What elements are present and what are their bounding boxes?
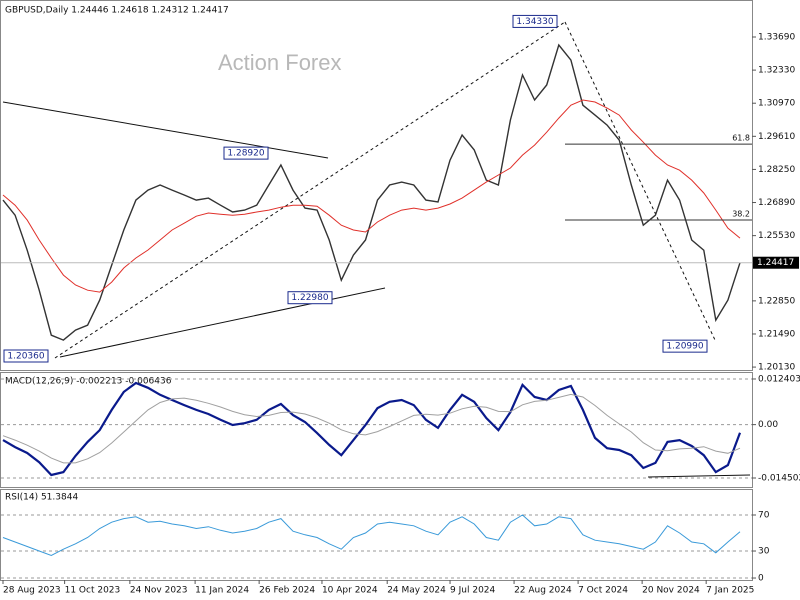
pivot-box [662,339,708,353]
y-tick-label: 1.32330 [758,66,795,76]
y-tick-label: 1.25530 [758,231,795,241]
series-line [2,393,741,464]
pivot-label: 1.34330 [516,17,553,27]
y-tick-label: 1.30970 [758,99,795,109]
rsi-title: RSI(14) 51.3844 [5,493,78,503]
y-tick-label: 0.012403 [758,374,800,384]
series-line [2,381,742,477]
pivot-label: 1.20360 [7,352,44,362]
trendline [564,21,716,341]
x-tick-label: 7 Jan 2025 [706,586,754,596]
macd-title: MACD(12,26,9) -0.002213 -0.006436 [5,377,172,387]
pivot-label: 1.22980 [291,293,328,303]
x-tick-label: 24 Nov 2023 [130,586,188,596]
chart-title: GBPUSD,Daily 1.24446 1.24618 1.24312 1.2… [5,6,229,16]
price-panel [0,0,753,371]
y-tick-label: 1.21490 [758,329,795,339]
series-line [2,99,741,293]
x-tick-label: 20 Nov 2024 [642,586,700,596]
y-tick-label: 0 [758,574,764,584]
x-tick-label: 24 May 2024 [387,586,446,596]
x-tick-label: 28 Aug 2023 [3,586,61,596]
x-tick-label: 11 Oct 2023 [65,586,121,596]
last-price-box [753,256,799,269]
y-tick-label: 30 [758,547,770,557]
y-tick-label: 1.29610 [758,132,795,142]
x-tick-label: 26 Feb 2024 [259,586,315,596]
x-tick-label: 9 Jul 2024 [450,586,495,596]
y-tick-label: 0.00 [758,420,778,430]
y-tick-label: 1.28250 [758,165,795,175]
series-line [2,514,741,557]
y-tick-label: -0.014502 [758,473,800,483]
pivot-box [287,291,333,305]
pivot-label: 1.20990 [666,342,703,352]
pivot-label: 1.28920 [227,149,264,159]
x-tick-label: 7 Oct 2024 [578,586,628,596]
fib-label: 61.8 [732,134,750,143]
y-tick-label: 1.22850 [758,296,795,306]
last-price-label: 1.24417 [757,258,794,268]
x-tick-label: 10 Apr 2024 [322,586,378,596]
watermark: Action Forex [218,50,342,75]
trendline [647,474,751,478]
y-tick-label: 1.26890 [758,198,795,208]
y-tick-label: 70 [758,511,770,521]
series-line [2,43,741,341]
x-tick-label: 11 Jan 2024 [195,586,249,596]
macd-panel [0,372,753,488]
pivot-box [3,349,49,363]
y-tick-label: 1.20130 [758,363,795,373]
trendline [2,101,329,159]
pivot-box [512,14,558,28]
x-tick-label: 22 Aug 2024 [514,586,572,596]
rsi-panel [0,489,753,581]
pivot-box [223,146,269,160]
fib-label: 38.2 [732,210,750,219]
y-tick-label: 1.33690 [758,33,795,43]
